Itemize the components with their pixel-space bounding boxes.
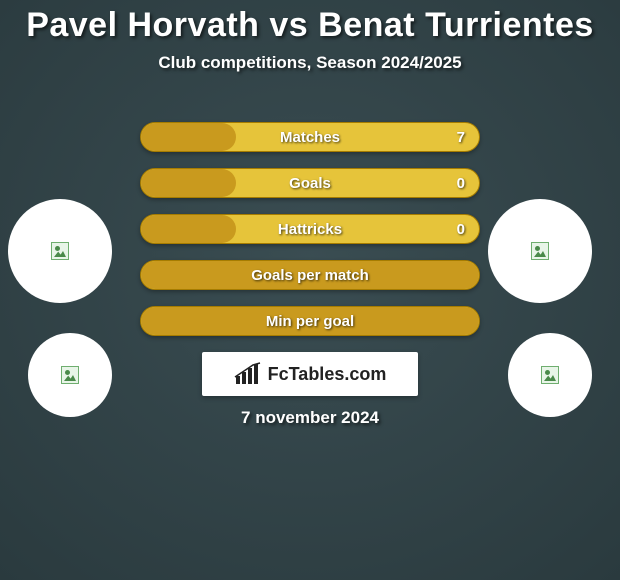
- avatar-club-left: [28, 333, 112, 417]
- fctables-logo: FcTables.com: [202, 352, 418, 396]
- broken-image-icon: [531, 242, 549, 260]
- avatar-player-right: [488, 199, 592, 303]
- broken-image-icon: [541, 366, 559, 384]
- stats-bars: Matches7Goals0Hattricks0Goals per matchM…: [140, 122, 480, 352]
- stat-bar: Goals per match: [140, 260, 480, 290]
- stat-bar-label: Goals per match: [141, 261, 479, 290]
- stat-bar-value: 0: [457, 215, 465, 244]
- logo-text: FcTables.com: [268, 364, 387, 385]
- page-title: Pavel Horvath vs Benat Turrientes: [0, 0, 620, 45]
- avatar-player-left: [8, 199, 112, 303]
- stat-bar-label: Min per goal: [141, 307, 479, 336]
- content-root: Pavel Horvath vs Benat Turrientes Club c…: [0, 0, 620, 580]
- page-subtitle: Club competitions, Season 2024/2025: [0, 53, 620, 73]
- avatar-club-right: [508, 333, 592, 417]
- stat-bar-value: 7: [457, 123, 465, 152]
- logo-chart-icon: [234, 362, 262, 386]
- broken-image-icon: [61, 366, 79, 384]
- stat-bar-label: Matches: [141, 123, 479, 152]
- stat-bar: Min per goal: [140, 306, 480, 336]
- stat-bar: Hattricks0: [140, 214, 480, 244]
- stat-bar-label: Goals: [141, 169, 479, 198]
- stat-bar-label: Hattricks: [141, 215, 479, 244]
- stat-bar-value: 0: [457, 169, 465, 198]
- generated-date: 7 november 2024: [0, 408, 620, 428]
- stat-bar: Matches7: [140, 122, 480, 152]
- broken-image-icon: [51, 242, 69, 260]
- stat-bar: Goals0: [140, 168, 480, 198]
